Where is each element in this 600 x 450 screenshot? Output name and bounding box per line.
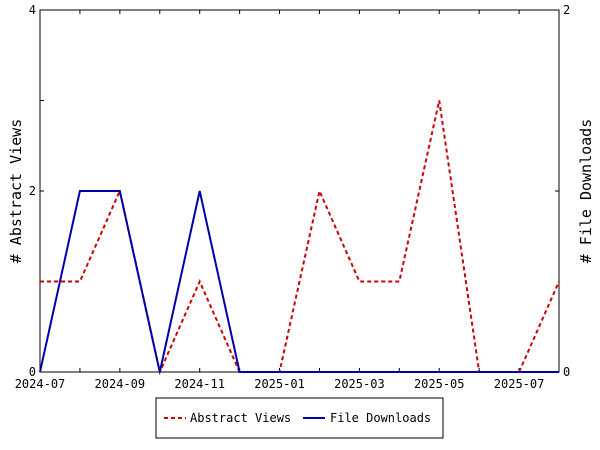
legend-label-file-downloads: File Downloads <box>330 411 431 425</box>
y-left-tick-label: 0 <box>29 365 36 379</box>
y-axis-right-title: # File Downloads <box>577 119 595 264</box>
x-tick-label: 2025-07 <box>494 377 545 391</box>
x-axis: 2024-07 2024-09 2024-11 2025-01 2025-03 2025-… <box>15 10 560 391</box>
y-left-tick-label: 2 <box>29 184 36 198</box>
x-tick-label: 2024-07 <box>15 377 66 391</box>
y-right-tick-label: 2 <box>563 3 570 17</box>
x-tick-label: 2025-05 <box>414 377 465 391</box>
series-line-file-downloads <box>39 190 559 373</box>
plot-area <box>39 9 560 373</box>
legend-box <box>155 397 444 439</box>
y-left-tick-label: 4 <box>29 3 36 17</box>
y-right-tick-label: 0 <box>563 365 570 379</box>
x-tick-label: 2024-09 <box>95 377 146 391</box>
y-axis-left-title: # Abstract Views <box>7 119 25 264</box>
legend-label-abstract-views: Abstract Views <box>190 411 291 425</box>
legend: Abstract Views File Downloads <box>155 397 444 439</box>
x-tick-label: 2025-01 <box>254 377 305 391</box>
x-tick-label: 2025-03 <box>334 377 385 391</box>
series-layer <box>39 100 560 376</box>
x-tick-label: 2024-11 <box>174 377 225 391</box>
